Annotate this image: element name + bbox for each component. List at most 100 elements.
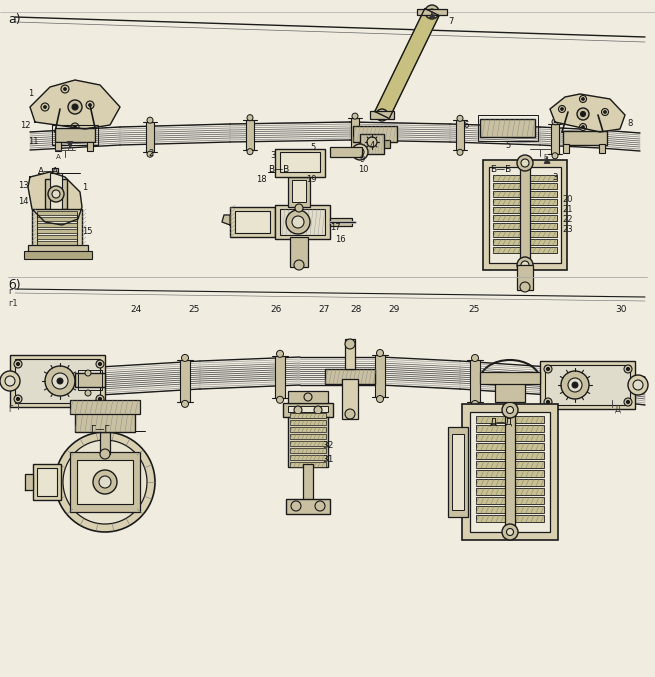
Circle shape [472,401,479,408]
Circle shape [61,85,69,93]
Circle shape [561,108,563,110]
Bar [505,410,515,534]
Bar [476,470,544,477]
Bar [563,144,569,153]
Text: 25: 25 [468,305,479,313]
Bar [480,119,535,137]
Circle shape [352,113,358,119]
Circle shape [568,378,582,392]
Bar [290,455,326,460]
Bar [180,360,190,402]
Bar [33,464,61,500]
Circle shape [314,406,322,414]
Circle shape [345,339,355,349]
Bar [288,417,328,467]
Circle shape [304,393,312,401]
Bar [330,218,352,226]
Bar [493,231,557,237]
Circle shape [577,108,589,120]
Text: 12: 12 [20,121,31,131]
Circle shape [51,173,59,181]
Circle shape [582,97,584,100]
Circle shape [552,153,558,158]
Bar [52,125,98,145]
Circle shape [506,529,514,536]
Text: 9: 9 [360,154,365,164]
Bar [45,179,67,209]
Bar [275,356,285,398]
Text: 23: 23 [562,225,572,234]
Bar [470,360,480,402]
Bar [476,461,544,468]
Bar [50,173,62,215]
Bar [493,199,557,205]
Circle shape [64,87,67,91]
Bar [456,121,464,150]
Bar [342,379,358,419]
Bar [452,434,464,510]
Circle shape [294,260,304,270]
Bar [563,131,607,145]
Text: А—А: А—А [38,167,59,175]
Text: 26: 26 [270,305,282,313]
Circle shape [295,204,303,212]
Bar [246,120,254,150]
Bar [52,168,58,180]
Text: 18: 18 [256,175,267,185]
Text: Д: Д [615,404,621,414]
Bar [462,404,558,540]
Polygon shape [28,172,82,225]
Circle shape [93,470,117,494]
Bar [290,413,326,418]
Circle shape [457,115,463,121]
Circle shape [276,350,284,357]
Circle shape [181,400,189,408]
Circle shape [626,368,629,370]
Text: 24: 24 [130,305,141,313]
Text: 3: 3 [552,173,557,181]
Bar [70,452,140,512]
Text: 5: 5 [310,142,315,152]
Bar [230,207,275,237]
Circle shape [552,118,558,125]
Bar [545,365,630,405]
Circle shape [96,360,104,368]
Circle shape [43,106,47,108]
Circle shape [98,362,102,366]
Bar [37,223,77,227]
Bar [360,140,390,148]
Bar [290,237,308,267]
Circle shape [72,104,78,110]
Bar [480,372,540,384]
Bar [417,9,447,15]
Bar [275,149,325,177]
Circle shape [517,257,533,273]
Bar [37,241,77,245]
Circle shape [86,101,94,109]
Bar [100,432,110,454]
Bar [290,434,326,439]
Polygon shape [30,80,120,129]
Bar [32,209,82,249]
Text: 27: 27 [318,305,329,313]
Circle shape [520,282,530,292]
Circle shape [546,368,550,370]
Text: 30: 30 [615,305,626,313]
Bar [55,128,95,142]
Circle shape [147,117,153,123]
Circle shape [99,476,111,488]
Bar [448,427,468,517]
Circle shape [559,106,565,112]
Text: 25: 25 [188,305,199,313]
Text: Б—Б: Б—Б [490,165,512,175]
Circle shape [624,398,632,406]
Circle shape [601,108,608,116]
Bar [15,359,100,403]
Bar [476,515,544,522]
Text: 22: 22 [562,215,572,223]
Circle shape [544,365,552,373]
Bar [517,265,533,290]
Text: 11: 11 [28,137,39,146]
Circle shape [98,397,102,401]
Circle shape [315,501,325,511]
